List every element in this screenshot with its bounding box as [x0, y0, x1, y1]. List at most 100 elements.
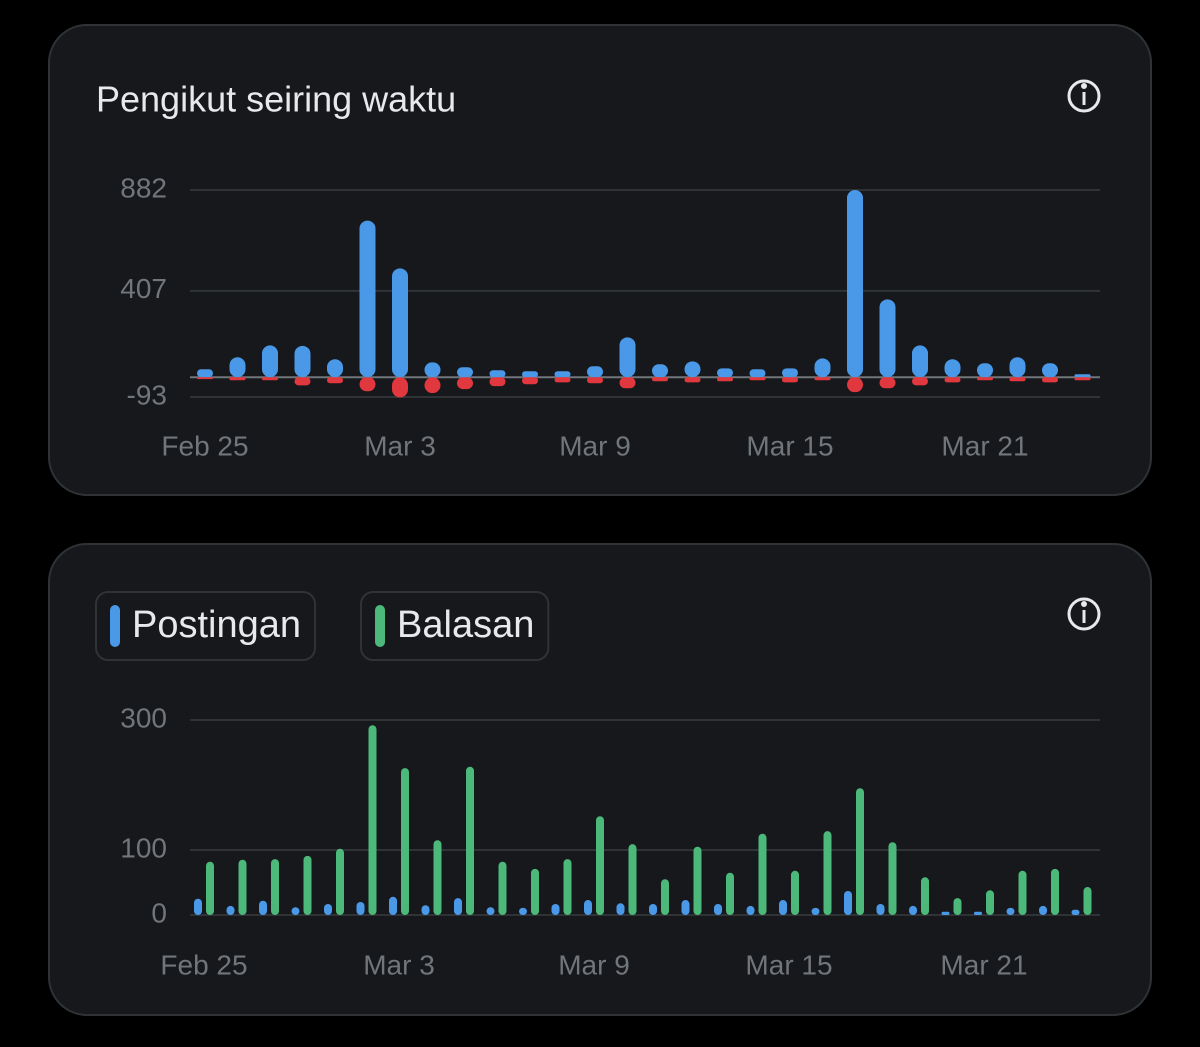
bar [229, 377, 246, 381]
bar [424, 362, 441, 378]
legend-label: Postingan [132, 604, 301, 646]
bar [1009, 357, 1026, 378]
bar [779, 900, 787, 915]
bar [389, 896, 397, 915]
bar [944, 377, 961, 383]
bar [554, 371, 571, 378]
bar [563, 859, 572, 915]
x-tick-label: Mar 9 [559, 430, 631, 461]
bar [433, 840, 442, 915]
bar [1042, 363, 1058, 378]
bar [628, 844, 637, 915]
bar [782, 377, 798, 383]
x-tick-label: Mar 15 [746, 430, 833, 461]
bar [616, 903, 625, 915]
x-tick-label: Feb 25 [161, 430, 248, 461]
bar [522, 371, 538, 378]
bar [888, 842, 897, 915]
bar [1018, 870, 1027, 915]
bar [291, 907, 300, 915]
bar [791, 870, 799, 915]
bar [944, 359, 961, 378]
info-icon[interactable] [1067, 597, 1101, 631]
bar [1071, 909, 1080, 915]
x-tick-label: Mar 3 [363, 949, 435, 980]
chart-title: Pengikut seiring waktu [96, 79, 456, 120]
bar [1074, 374, 1091, 378]
bar [226, 905, 235, 915]
bar [457, 377, 473, 390]
bar [454, 898, 462, 915]
bar [681, 900, 690, 915]
x-tick-label: Feb 25 [160, 949, 247, 980]
x-tick-label: Mar 3 [364, 430, 436, 461]
bar [684, 377, 701, 383]
bar [1009, 377, 1026, 382]
bar [974, 911, 982, 915]
bar [519, 907, 527, 915]
bar [197, 377, 213, 380]
bar [941, 911, 950, 915]
bar [876, 903, 885, 915]
bar [262, 345, 278, 378]
info-icon[interactable] [1067, 79, 1101, 113]
bar [489, 370, 506, 378]
bar [879, 377, 896, 389]
bar [649, 903, 657, 915]
bar [336, 848, 344, 915]
bar [847, 190, 863, 378]
bar [587, 377, 603, 384]
bar [259, 900, 267, 915]
bar [262, 377, 278, 381]
bar [717, 377, 733, 382]
bar [619, 337, 636, 378]
bar [303, 855, 312, 915]
bar [912, 377, 928, 386]
bar [1042, 377, 1058, 383]
card [48, 543, 1152, 1016]
bar [693, 846, 702, 915]
bar [652, 377, 668, 382]
x-tick-label: Mar 15 [745, 949, 832, 980]
bar [392, 377, 408, 398]
bar [652, 364, 668, 378]
legend-swatch [110, 605, 120, 647]
bar [814, 358, 831, 378]
bar [294, 345, 311, 378]
bar [814, 377, 831, 381]
x-tick-label: Mar 21 [941, 430, 1028, 461]
bar [486, 907, 495, 915]
bar [749, 369, 766, 378]
bar [619, 377, 636, 389]
y-tick-label: 100 [120, 832, 167, 863]
y-tick-label: 882 [120, 172, 167, 203]
bar [953, 898, 962, 915]
bar [206, 861, 214, 915]
bar [714, 903, 722, 915]
bar [294, 377, 311, 386]
bar [879, 299, 896, 378]
y-tick-label: -93 [127, 379, 167, 410]
bar [554, 377, 571, 383]
legend-chip[interactable] [360, 591, 550, 661]
bar [238, 859, 247, 915]
bar [921, 877, 929, 915]
bar [1074, 377, 1091, 381]
y-tick-label: 0 [151, 897, 167, 928]
bar [359, 220, 376, 378]
bar [912, 345, 928, 378]
bar [466, 766, 474, 915]
x-tick-label: Mar 21 [940, 949, 1027, 980]
bar [531, 868, 539, 915]
bar [1006, 907, 1015, 915]
bar [424, 377, 441, 394]
bar [457, 367, 473, 378]
bar [909, 905, 917, 915]
legend-chip[interactable] [95, 591, 317, 661]
bar [271, 859, 279, 915]
bar [1051, 868, 1059, 915]
x-tick-label: Mar 9 [558, 949, 630, 980]
bar [1083, 887, 1092, 915]
